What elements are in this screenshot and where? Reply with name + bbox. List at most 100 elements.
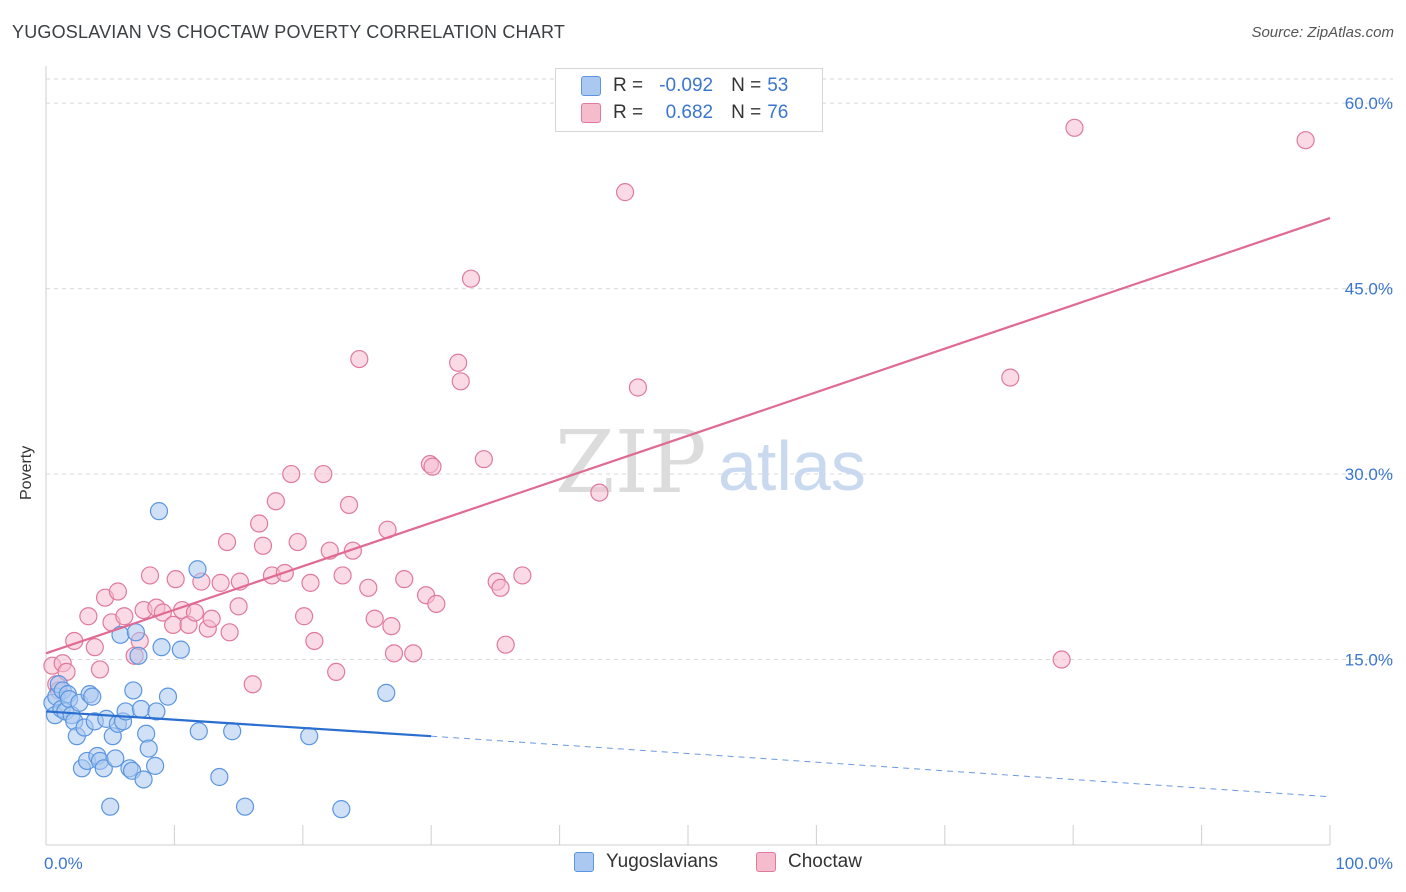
- choctaw-point: [461, 269, 481, 288]
- legend-n-value: 53: [767, 75, 789, 96]
- choctaw-point: [164, 615, 183, 635]
- choctaw-point: [288, 532, 307, 552]
- choctaw-points: [43, 118, 1315, 700]
- yugoslavian-point: [106, 749, 125, 768]
- yugoslavian-point: [129, 646, 148, 665]
- watermark: ZIP atlas: [555, 413, 866, 513]
- choctaw-point: [404, 644, 423, 663]
- y-tick-labels: 15.0% 30.0% 45.0% 60.0%: [1345, 94, 1393, 669]
- choctaw-point: [250, 514, 269, 533]
- choctaw-point: [339, 495, 359, 515]
- legend-n-label: N =: [731, 102, 762, 123]
- legend-r-value: 0.682: [665, 102, 714, 123]
- legend-label-yugoslavians: Yugoslavians: [606, 851, 718, 872]
- legend-swatch-pink: [756, 852, 776, 872]
- choctaw-point: [202, 609, 221, 628]
- choctaw-point: [85, 638, 104, 657]
- yugoslavian-point: [146, 756, 165, 775]
- yugoslavian-point: [223, 722, 242, 741]
- watermark-zip: ZIP: [555, 413, 707, 513]
- choctaw-point: [166, 570, 185, 589]
- yugoslavian-trend-line: [45, 710, 432, 738]
- choctaw-point: [628, 378, 648, 397]
- choctaw-point: [449, 353, 468, 372]
- legend-r-label: R =: [613, 75, 644, 96]
- yugoslavian-trend-extension: [431, 735, 1331, 798]
- choctaw-point: [305, 631, 324, 651]
- source-credit: Source: ZipAtlas.com: [1251, 24, 1394, 41]
- yugoslavian-point: [300, 727, 319, 746]
- yugoslavian-point: [210, 767, 229, 787]
- correlation-legend: R = -0.092 N = 53 R = 0.682 N = 76: [555, 68, 823, 132]
- choctaw-point: [217, 532, 237, 552]
- y-tick-label: 45.0%: [1345, 280, 1393, 299]
- y-tick-label: 15.0%: [1345, 651, 1393, 670]
- choctaw-point: [423, 457, 442, 476]
- yugoslavian-points: [43, 502, 396, 819]
- choctaw-point: [327, 662, 346, 681]
- yugoslavian-point: [134, 770, 153, 789]
- choctaw-point: [140, 566, 160, 585]
- choctaw-point: [153, 603, 172, 622]
- y-axis-label: Poverty: [18, 445, 35, 500]
- choctaw-point: [365, 609, 384, 628]
- legend-row-choctaw: R = 0.682 N = 76: [556, 100, 788, 126]
- choctaw-point: [513, 566, 532, 585]
- choctaw-point: [1001, 368, 1020, 387]
- yugoslavian-point: [94, 759, 113, 778]
- choctaw-point: [185, 603, 205, 622]
- choctaw-point: [496, 635, 515, 654]
- choctaw-point: [79, 607, 98, 626]
- choctaw-point: [395, 570, 414, 589]
- yugoslavian-point: [188, 560, 207, 579]
- choctaw-point: [108, 582, 128, 601]
- legend-n-label: N =: [731, 75, 762, 96]
- legend-r-value: -0.092: [659, 75, 714, 96]
- choctaw-point: [220, 623, 239, 642]
- choctaw-point: [333, 566, 352, 585]
- yugoslavian-point: [189, 722, 208, 741]
- watermark-atlas: atlas: [718, 427, 866, 505]
- y-tick-label: 60.0%: [1345, 94, 1393, 113]
- choctaw-point: [343, 541, 362, 560]
- yugoslavian-point: [147, 702, 166, 721]
- legend-swatch-blue: [581, 76, 601, 96]
- legend-row-yugoslavians: R = -0.092 N = 53: [556, 73, 788, 99]
- choctaw-point: [491, 578, 510, 597]
- choctaw-point: [282, 464, 301, 484]
- choctaw-point: [615, 183, 635, 202]
- yugoslavian-point: [83, 687, 102, 706]
- choctaw-point: [294, 607, 314, 626]
- choctaw-point: [266, 492, 285, 511]
- choctaw-point: [474, 450, 493, 469]
- yugoslavian-point: [171, 640, 190, 659]
- x-tick-label-max: 100.0%: [1335, 854, 1393, 873]
- trend-lines: [45, 217, 1331, 798]
- legend-r-label: R =: [613, 102, 644, 123]
- x-tick-labels: 0.0% 100.0%: [44, 854, 1393, 873]
- choctaw-point: [451, 372, 470, 391]
- yugoslavian-point: [158, 687, 178, 706]
- y-tick-label: 30.0%: [1345, 465, 1393, 484]
- choctaw-point: [382, 617, 401, 636]
- yugoslavian-point: [124, 681, 143, 700]
- yugoslavian-point: [126, 623, 145, 642]
- choctaw-point: [1296, 131, 1315, 150]
- choctaw-point: [115, 607, 134, 626]
- chart-title: YUGOSLAVIAN VS CHOCTAW POVERTY CORRELATI…: [12, 22, 566, 42]
- gridlines: [46, 78, 1393, 661]
- choctaw-point: [90, 660, 110, 679]
- yugoslavian-point: [377, 683, 396, 703]
- choctaw-point: [253, 536, 273, 555]
- legend-swatch-blue: [574, 852, 594, 872]
- legend-item-choctaw[interactable]: Choctaw: [756, 851, 862, 873]
- yugoslavian-point: [137, 724, 156, 743]
- choctaw-point: [314, 464, 333, 484]
- choctaw-point: [384, 644, 404, 663]
- yugoslavian-point: [139, 739, 158, 758]
- choctaw-point: [211, 573, 230, 592]
- yugoslavian-point: [101, 797, 120, 816]
- legend-item-yugoslavians[interactable]: Yugoslavians: [574, 851, 718, 873]
- yugoslavian-point: [149, 502, 169, 521]
